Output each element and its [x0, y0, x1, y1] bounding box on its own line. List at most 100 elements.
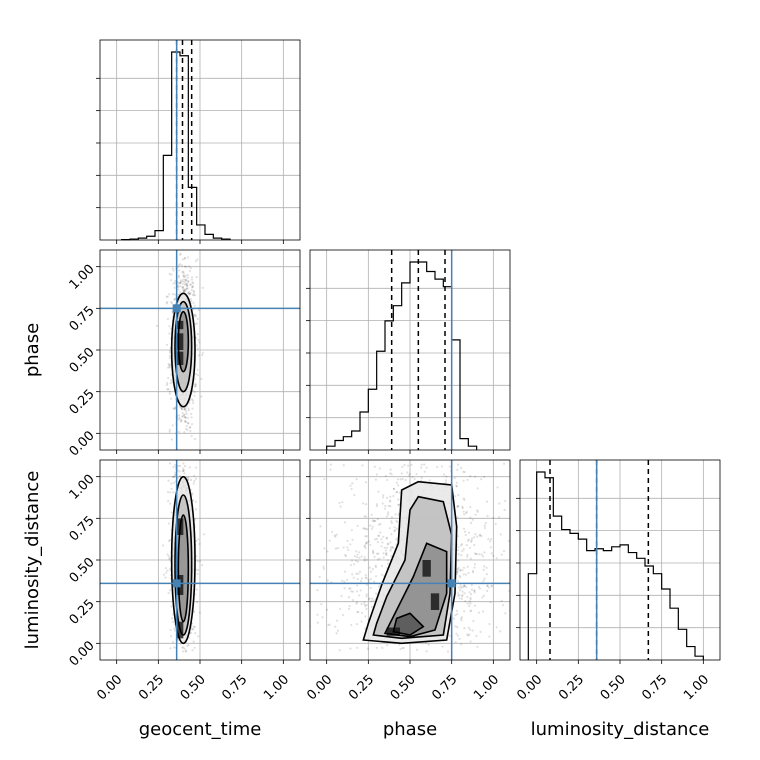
sample-point: [420, 463, 423, 466]
sample-point: [338, 501, 341, 505]
sample-point: [397, 498, 400, 501]
sample-point: [183, 406, 186, 410]
sample-point: [189, 283, 192, 286]
sample-point: [364, 615, 367, 618]
sample-point: [377, 585, 381, 588]
sample-point: [467, 634, 470, 637]
sample-point: [389, 495, 392, 498]
sample-point: [524, 551, 526, 553]
sample-point: [165, 383, 169, 387]
sample-point: [173, 298, 176, 301]
sample-point: [463, 498, 466, 501]
sample-point: [496, 486, 499, 489]
sample-point: [172, 475, 175, 479]
sample-point: [364, 515, 368, 518]
sample-point: [360, 602, 363, 606]
sample-point: [445, 475, 448, 478]
sample-point: [492, 516, 495, 519]
sample-point: [342, 546, 345, 549]
sample-point: [302, 514, 304, 516]
sample-point: [364, 527, 367, 530]
sample-point: [278, 541, 280, 543]
sample-point: [395, 527, 398, 530]
sample-point: [467, 571, 470, 574]
sample-point: [169, 491, 172, 494]
sample-point: [474, 513, 477, 516]
sample-point: [495, 557, 498, 560]
sample-point: [182, 288, 186, 291]
panel-frame: [309, 459, 511, 661]
panel-frame: [309, 249, 511, 451]
sample-point: [166, 491, 170, 494]
sample-point: [182, 274, 185, 277]
sample-point: [466, 478, 469, 481]
sample-point: [523, 608, 525, 610]
sample-point: [355, 572, 358, 575]
sample-point: [168, 430, 171, 433]
sample-point: [375, 592, 378, 595]
sample-point: [455, 484, 458, 487]
sample-point: [500, 553, 503, 556]
sample-point: [168, 272, 171, 275]
sample-point: [478, 587, 482, 590]
sample-point: [365, 558, 368, 561]
sample-point: [459, 568, 462, 571]
sample-point: [198, 341, 201, 344]
sample-point: [166, 569, 169, 572]
sample-point: [389, 549, 392, 552]
sample-point: [458, 589, 462, 592]
sample-point: [183, 276, 186, 279]
sample-point: [182, 415, 185, 418]
sample-point: [468, 546, 472, 549]
sample-point: [183, 472, 186, 475]
sample-point: [191, 285, 194, 288]
sample-point: [189, 631, 192, 634]
sample-point: [366, 647, 369, 650]
sample-point: [463, 584, 466, 587]
sample-point: [169, 382, 172, 385]
sample-point: [193, 479, 196, 483]
sample-point: [392, 487, 395, 490]
sample-point: [494, 522, 497, 525]
sample-point: [350, 590, 353, 593]
density-cell: [176, 320, 184, 330]
sample-point: [371, 525, 374, 528]
sample-point: [504, 612, 507, 615]
sample-point: [185, 282, 189, 285]
sample-point: [193, 646, 196, 649]
sample-point: [185, 410, 188, 413]
sample-point: [319, 525, 322, 528]
sample-point: [367, 540, 371, 543]
density-cell: [176, 333, 184, 350]
sample-point: [369, 577, 372, 581]
sample-point: [201, 353, 204, 357]
sample-point: [468, 591, 471, 594]
sample-point: [483, 475, 486, 479]
sample-point: [382, 494, 385, 497]
x-tick-label: 0.00: [304, 672, 335, 703]
sample-point: [397, 484, 400, 487]
sample-point: [171, 267, 174, 270]
sample-point: [404, 478, 407, 482]
sample-point: [459, 569, 462, 572]
sample-point: [170, 482, 173, 485]
sample-point: [490, 538, 493, 541]
sample-point: [475, 634, 478, 638]
sample-point: [185, 288, 188, 291]
sample-point: [180, 415, 184, 418]
sample-point: [165, 343, 169, 347]
sample-point: [427, 643, 430, 646]
sample-point: [340, 594, 343, 598]
sample-point: [420, 466, 423, 469]
sample-point: [179, 282, 182, 285]
sample-point: [392, 494, 395, 498]
sample-point: [406, 471, 409, 474]
sample-point: [459, 544, 463, 547]
sample-point: [441, 645, 444, 648]
sample-point: [169, 379, 173, 382]
sample-point: [185, 283, 189, 286]
sample-point: [365, 603, 368, 607]
sample-point: [193, 438, 197, 441]
sample-point: [177, 285, 180, 288]
sample-point: [381, 502, 384, 505]
